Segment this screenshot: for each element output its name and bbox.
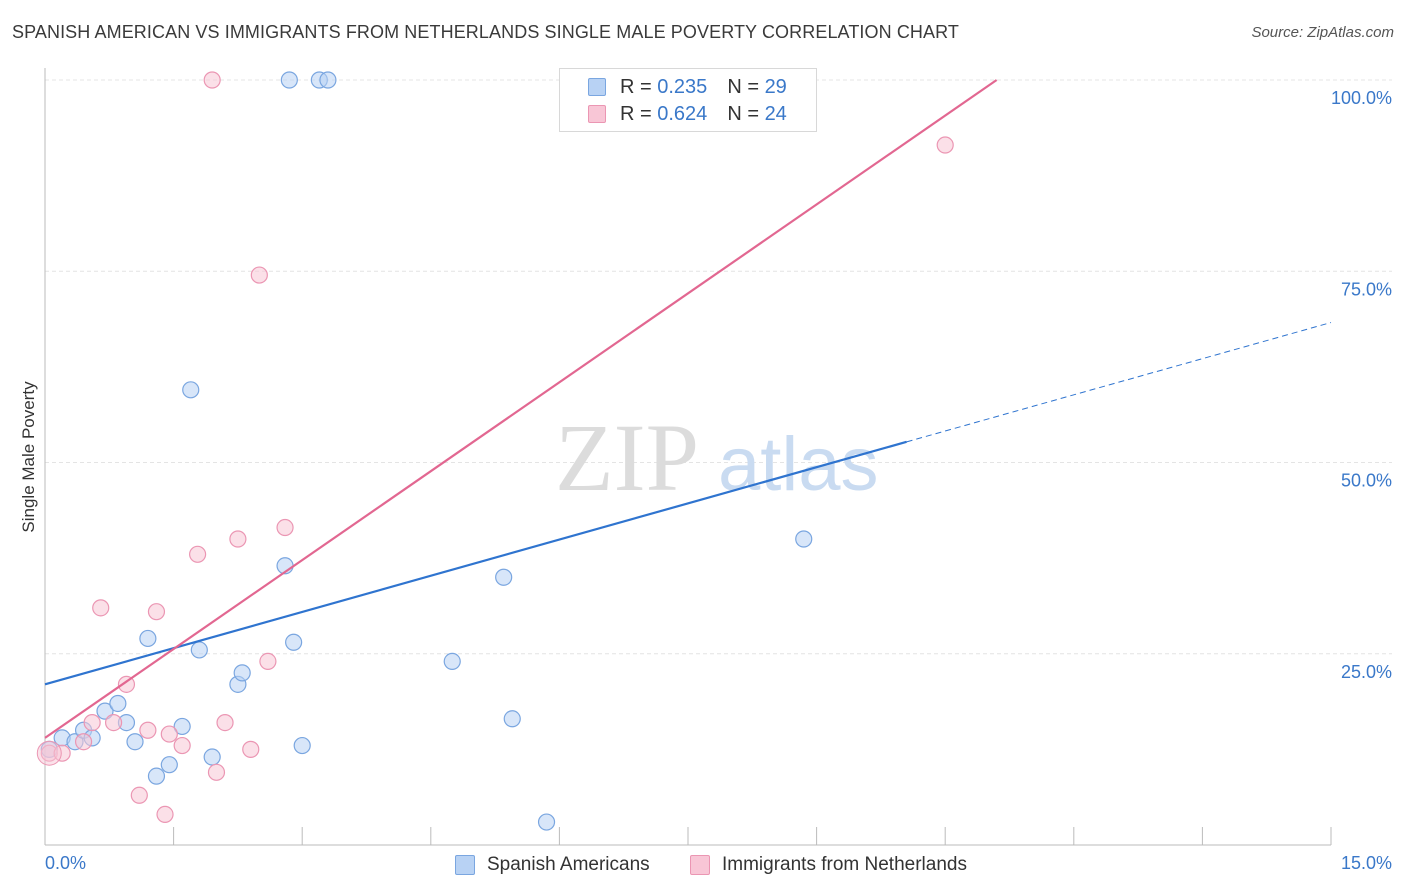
point-netherlands [259, 652, 277, 671]
legend-r-label: R = [620, 75, 658, 98]
series-legend-item-netherlands: Immigrants from Netherlands [690, 852, 967, 878]
point-spanish-americans [109, 694, 127, 713]
legend-n-label: N = [727, 75, 765, 98]
chart-title: SPANISH AMERICAN VS IMMIGRANTS FROM NETH… [12, 22, 959, 42]
point-netherlands [156, 805, 174, 824]
point-spanish-americans [285, 633, 303, 651]
trendline-extension-spanish-americans [906, 322, 1332, 443]
series-legend-item-spanish-americans: Spanish Americans [455, 852, 650, 878]
point-netherlands [173, 736, 191, 755]
point-spanish-americans [173, 717, 191, 736]
point-netherlands [189, 545, 207, 563]
point-netherlands [229, 530, 247, 548]
trendline-spanish-americans [44, 440, 907, 686]
point-spanish-americans [203, 748, 221, 766]
axis-layer [44, 68, 1332, 846]
point-netherlands [92, 599, 110, 617]
point-spanish-americans [147, 767, 166, 785]
point-netherlands [139, 721, 157, 739]
point-spanish-americans [126, 733, 144, 751]
tick-layer: 25.0% 50.0% 75.0% 100.0% 0.0% 15.0% [45, 88, 1392, 873]
point-netherlands [130, 786, 148, 804]
point-spanish-americans [280, 71, 298, 89]
legend-r-label: R = [620, 102, 658, 125]
y-tick-label: 100.0% [1331, 88, 1392, 108]
point-netherlands [83, 713, 101, 732]
series-legend: Spanish Americans Immigrants from Nether… [0, 852, 1406, 878]
legend-r-value: 0.235 [657, 75, 708, 98]
point-netherlands [74, 733, 93, 751]
legend-n-value: 24 [764, 102, 787, 125]
series-name: Spanish Americans [487, 854, 650, 875]
grid-layer [45, 79, 1392, 655]
point-netherlands [117, 675, 136, 693]
point-cluster [36, 740, 62, 766]
y-tick-label: 25.0% [1341, 662, 1392, 682]
point-netherlands [242, 740, 260, 758]
point-spanish-americans [503, 710, 521, 728]
point-netherlands [936, 136, 954, 154]
stats-legend: R = 0.235 N = 29 R = 0.624 N = 24 [559, 68, 817, 132]
watermark: ZIP atlas [555, 404, 879, 511]
point-netherlands [160, 725, 178, 743]
series-swatch-blue [455, 855, 475, 875]
source-label: Source: ZipAtlas.com [1251, 24, 1394, 41]
point-spanish-americans [160, 756, 178, 774]
legend-swatch-pink [588, 105, 606, 123]
series-name: Immigrants from Netherlands [722, 854, 967, 875]
x-tick-label: 0.0% [45, 853, 86, 873]
point-spanish-americans [537, 813, 556, 831]
x-tick-label: 15.0% [1341, 853, 1392, 873]
legend-n-value: 29 [764, 75, 787, 98]
point-spanish-americans [495, 568, 513, 586]
points-layer [36, 71, 954, 831]
y-axis-label: Single Male Poverty [19, 381, 38, 533]
legend-row-spanish-americans: R = 0.235 N = 29 [560, 74, 787, 100]
point-spanish-americans [190, 641, 208, 659]
watermark-atlas: atlas [718, 422, 879, 507]
y-tick-label: 50.0% [1341, 471, 1392, 491]
series-swatch-pink [690, 855, 710, 875]
point-spanish-americans [182, 381, 200, 399]
point-spanish-americans [795, 530, 813, 548]
point-netherlands [276, 518, 294, 537]
point-spanish-americans [443, 652, 461, 671]
point-netherlands [216, 713, 234, 732]
point-netherlands [207, 763, 226, 781]
trend-layer [44, 79, 1332, 739]
legend-n-label: N = [727, 102, 765, 125]
point-spanish-americans [96, 702, 114, 720]
point-spanish-americans [139, 629, 157, 648]
legend-row-netherlands: R = 0.624 N = 24 [560, 101, 787, 127]
legend-swatch-blue [588, 78, 606, 96]
point-spanish-americans [319, 71, 337, 89]
watermark-zip: ZIP [555, 404, 699, 511]
point-netherlands [104, 713, 123, 732]
point-netherlands [147, 603, 166, 621]
point-netherlands [250, 266, 268, 284]
y-tick-label: 75.0% [1341, 279, 1392, 299]
legend-r-value: 0.624 [657, 102, 708, 125]
trendline-netherlands [44, 79, 998, 739]
point-spanish-americans [233, 664, 251, 682]
point-netherlands [203, 71, 221, 89]
point-spanish-americans [293, 736, 311, 755]
